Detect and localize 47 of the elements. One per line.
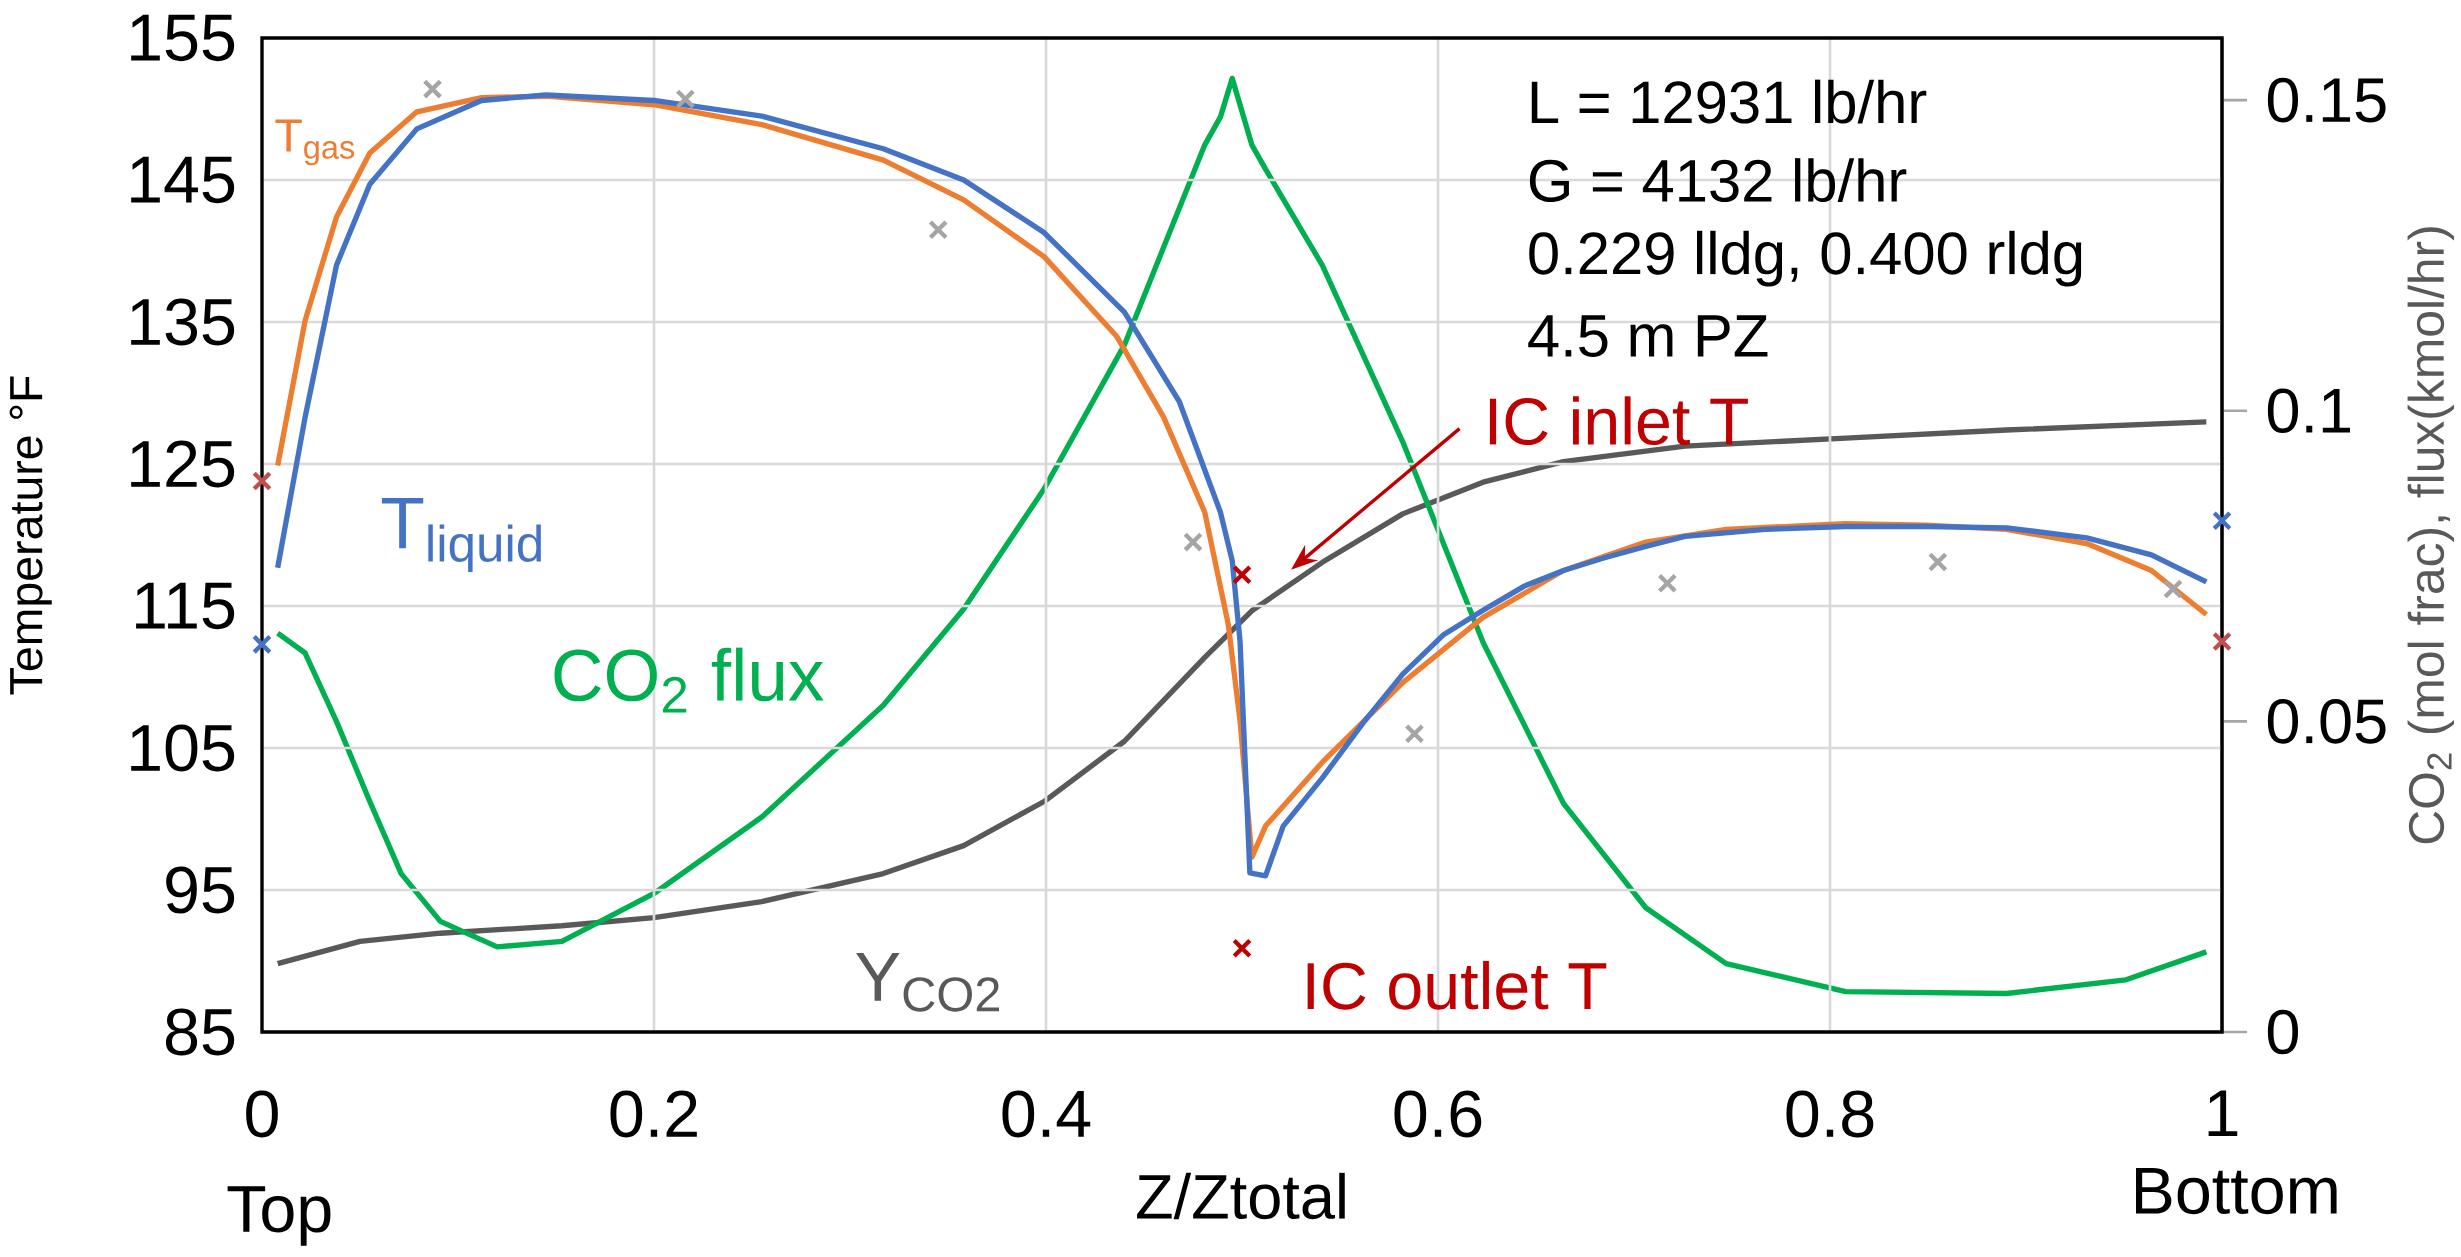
y-tick-label: 115 <box>136 582 235 630</box>
x-tick-label: 0.4 <box>1002 1090 1091 1138</box>
annotation: G = 4132 lb/hr <box>1529 158 1907 203</box>
point <box>2212 510 2232 531</box>
point <box>675 89 696 109</box>
point <box>252 634 272 655</box>
y-tick-label: 145 <box>131 156 235 204</box>
series-label: Y$_{CO2}$ <box>856 952 1000 1012</box>
text: Top <box>227 1186 331 1246</box>
annotation: IC inlet T <box>1489 396 1748 446</box>
y-axis-title: Temperature °F <box>9 376 52 695</box>
y2-tick-label: 0 <box>2267 1009 2299 1055</box>
y-tick-label: 155 <box>131 14 235 62</box>
y-tick-label: 135 <box>131 298 235 346</box>
series-label: CO$_{2}$ flux <box>554 647 824 713</box>
x-tick-label: 0.2 <box>610 1090 697 1138</box>
x-tick-label: 0.8 <box>1786 1090 1874 1138</box>
y-tick-label: 105 <box>131 724 235 772</box>
x-tick-label: 1 <box>2208 1090 2238 1137</box>
y2-tick-label: 0.1 <box>2267 388 2351 434</box>
point <box>928 219 949 240</box>
point <box>1183 532 1203 553</box>
x-axis-title: Z/Ztotal <box>1137 1172 1345 1220</box>
point <box>1232 938 1252 959</box>
series-label: T$_{liquid}$ <box>381 497 541 573</box>
text: Bottom <box>2136 1167 2337 1215</box>
point <box>1232 564 1252 585</box>
annotation: 0.229 lldg, 0.400 rldg <box>1529 230 2082 287</box>
point <box>2212 631 2232 652</box>
point <box>1404 723 1425 744</box>
point <box>1657 573 1678 594</box>
annotation: L = 12931 lb/hr <box>1531 79 1927 124</box>
point <box>2163 579 2183 599</box>
y2-tick-label: 0.05 <box>2267 699 2386 744</box>
x-tick-label: 0 <box>246 1090 278 1138</box>
y2-axis-title: CO$_{2}$ (mol frac), flux(kmol/hr) <box>2407 227 2454 844</box>
x-tick-label: 0.6 <box>1394 1090 1482 1138</box>
y2-tick-label: 0.15 <box>2267 77 2386 123</box>
point <box>422 79 443 100</box>
y-tick-label: 85 <box>165 1008 235 1056</box>
point <box>252 471 272 491</box>
y-tick-label: 95 <box>166 866 235 914</box>
point <box>1927 552 1948 572</box>
series-label: T$_{gas}$ <box>275 119 355 166</box>
y-tick-label: 125 <box>131 440 235 488</box>
annotation: 4.5 m PZ <box>1528 315 1768 358</box>
annotation: IC outlet T <box>1307 960 1607 1010</box>
